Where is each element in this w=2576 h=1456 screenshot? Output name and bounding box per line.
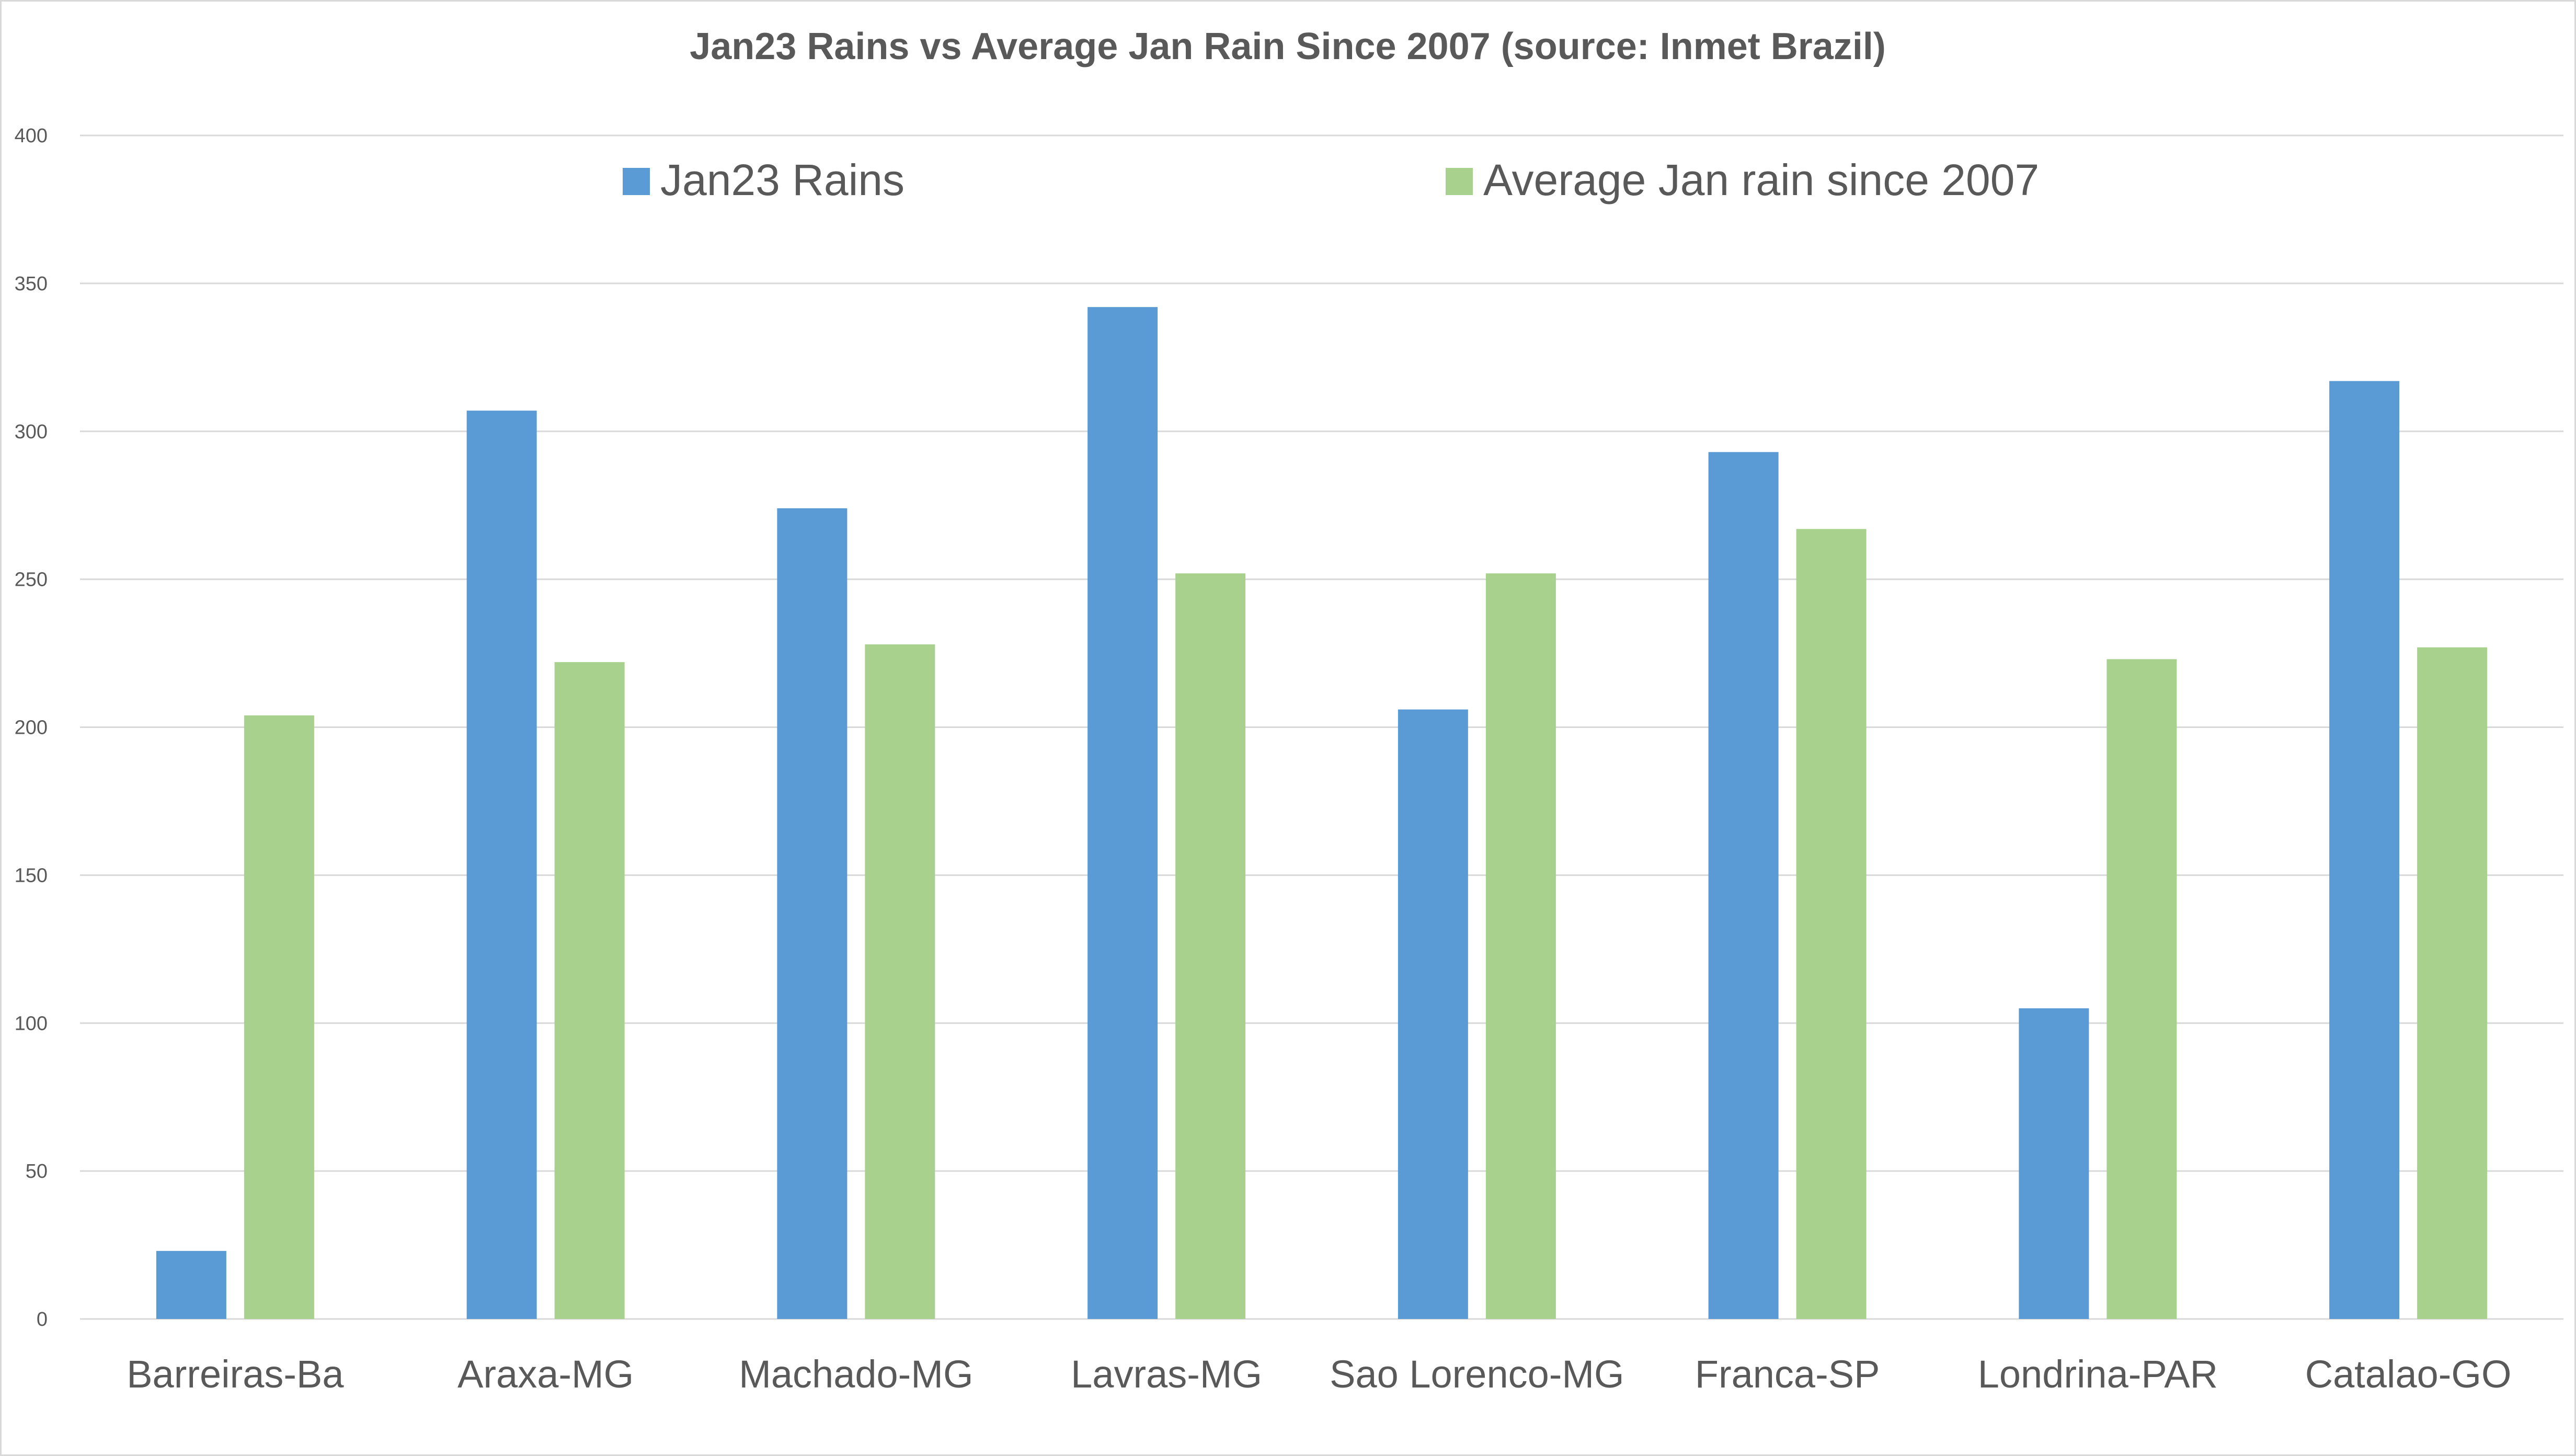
- bar-average-3: [1175, 573, 1246, 1319]
- category-label: Machado-MG: [739, 1352, 973, 1396]
- legend-swatch-1: [1446, 168, 1473, 195]
- y-axis-ticks: 0 50 100 150 200 250 300 350 400: [15, 125, 48, 1330]
- bar-jan23-1: [466, 411, 537, 1320]
- category-label: Lavras-MG: [1071, 1352, 1262, 1396]
- gridlines: [80, 134, 2563, 1320]
- bar-jan23-5: [1708, 452, 1779, 1319]
- bar-average-7: [2417, 647, 2488, 1319]
- category-label: Londrina-PAR: [1978, 1352, 2218, 1396]
- bar-jan23-3: [1087, 307, 1158, 1319]
- bar-average-6: [2106, 659, 2177, 1319]
- y-tick-label: 400: [15, 125, 48, 147]
- bar-jan23-4: [1398, 709, 1468, 1319]
- category-label: Barreiras-Ba: [127, 1352, 344, 1396]
- y-tick-label: 200: [15, 717, 48, 739]
- bar-average-2: [865, 644, 935, 1319]
- y-tick-label: 150: [15, 864, 48, 886]
- legend: Jan23 Rains Average Jan rain since 2007: [623, 155, 2039, 204]
- category-label: Araxa-MG: [457, 1352, 634, 1396]
- bar-jan23-7: [2329, 381, 2400, 1319]
- bars: [156, 307, 2488, 1320]
- bar-jan23-6: [2019, 1008, 2089, 1319]
- bar-average-4: [1485, 573, 1556, 1319]
- bar-jan23-0: [156, 1250, 226, 1319]
- category-label: Sao Lorenco-MG: [1330, 1352, 1624, 1396]
- y-tick-label: 250: [15, 569, 48, 591]
- y-tick-label: 350: [15, 273, 48, 295]
- y-tick-label: 300: [15, 421, 48, 443]
- category-label: Franca-SP: [1695, 1352, 1880, 1396]
- y-tick-label: 0: [37, 1309, 48, 1330]
- y-tick-label: 100: [15, 1013, 48, 1034]
- bar-average-0: [244, 715, 314, 1319]
- x-axis-categories: Barreiras-Ba Araxa-MG Machado-MG Lavras-MG S…: [127, 1352, 2511, 1396]
- legend-swatch-0: [623, 168, 650, 195]
- y-tick-label: 50: [26, 1161, 48, 1182]
- bar-jan23-2: [777, 508, 848, 1319]
- chart-title: Jan23 Rains vs Average Jan Rain Since 20…: [690, 26, 1886, 67]
- bar-average-5: [1796, 529, 1867, 1319]
- bar-average-1: [554, 662, 625, 1319]
- legend-label-0: Jan23 Rains: [660, 155, 905, 204]
- legend-label-1: Average Jan rain since 2007: [1483, 155, 2039, 204]
- category-label: Catalao-GO: [2305, 1352, 2512, 1396]
